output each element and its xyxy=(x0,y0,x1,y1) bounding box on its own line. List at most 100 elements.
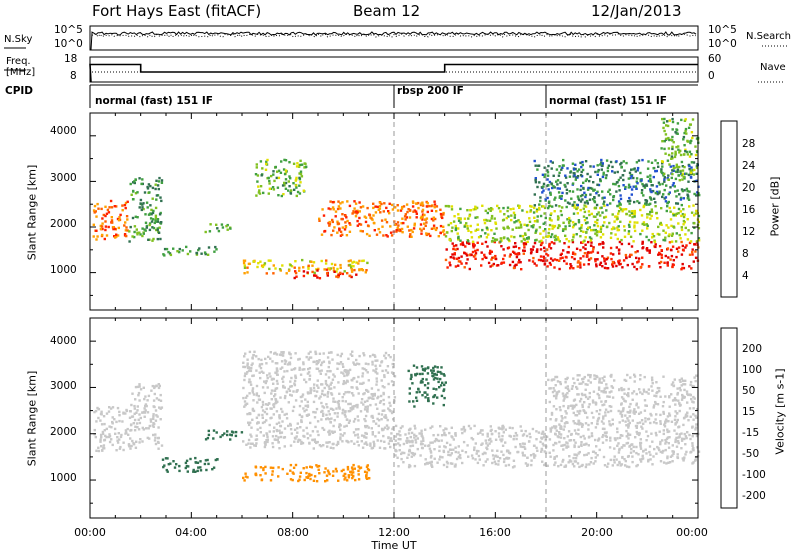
heatmap-cell xyxy=(394,424,398,428)
heatmap-cell xyxy=(577,393,580,396)
heatmap-cell xyxy=(581,405,584,409)
heatmap-cell xyxy=(597,386,601,389)
heatmap-cell xyxy=(151,384,154,388)
heatmap-cell xyxy=(152,417,155,420)
heatmap-cell xyxy=(199,466,202,469)
heatmap-cell xyxy=(116,406,120,410)
heatmap-cell xyxy=(433,200,436,203)
heatmap-cell xyxy=(438,445,441,448)
heatmap-cell xyxy=(364,405,367,409)
heatmap-cell xyxy=(603,464,607,467)
heatmap-cell xyxy=(450,208,454,211)
heatmap-cell xyxy=(433,440,437,443)
heatmap-cell xyxy=(281,420,284,423)
heatmap-cell xyxy=(588,213,591,217)
heatmap-cell xyxy=(683,432,686,436)
heatmap-cell xyxy=(439,455,442,458)
heatmap-cell xyxy=(405,439,408,443)
heatmap-cell xyxy=(667,446,671,449)
heatmap-cell xyxy=(660,223,663,226)
heatmap-cell xyxy=(317,468,320,471)
heatmap-cell xyxy=(642,450,645,453)
heatmap-cell xyxy=(651,440,654,443)
heatmap-cell xyxy=(564,176,568,179)
heatmap-cell xyxy=(653,394,656,397)
heatmap-cell xyxy=(327,351,331,354)
heatmap-cell xyxy=(303,435,306,438)
heatmap-cell xyxy=(154,216,158,220)
heatmap-cell xyxy=(281,366,284,369)
heatmap-cell xyxy=(294,184,298,187)
heatmap-cell xyxy=(234,430,238,434)
heatmap-cell xyxy=(647,460,650,463)
heatmap-cell xyxy=(292,466,296,469)
heatmap-cell xyxy=(377,208,380,211)
heatmap-cell xyxy=(659,260,663,264)
heatmap-cell xyxy=(502,218,506,221)
heatmap-cell xyxy=(368,477,371,480)
heatmap-cell xyxy=(674,213,677,216)
heatmap-cell xyxy=(502,431,505,434)
heatmap-cell xyxy=(420,215,423,218)
heatmap-cell xyxy=(357,436,360,439)
heatmap-cell xyxy=(534,181,538,184)
heatmap-cell xyxy=(645,390,648,394)
heatmap-cell xyxy=(664,439,667,442)
heatmap-cell xyxy=(587,240,590,244)
heatmap-cell xyxy=(593,206,597,209)
heatmap-cell xyxy=(372,206,375,210)
heatmap-cell xyxy=(414,210,418,213)
heatmap-cell xyxy=(271,186,275,189)
heatmap-cell xyxy=(401,205,404,209)
heatmap-cell xyxy=(133,235,136,239)
heatmap-cell xyxy=(359,206,363,209)
heatmap-cell xyxy=(284,187,288,190)
heatmap-cell xyxy=(356,362,359,365)
heatmap-cell xyxy=(466,224,469,228)
heatmap-cell xyxy=(583,204,586,207)
heatmap-cell xyxy=(564,393,567,396)
heatmap-cell xyxy=(604,431,608,435)
heatmap-cell xyxy=(636,421,639,425)
heatmap-cell xyxy=(675,195,678,198)
heatmap-cell xyxy=(607,164,611,167)
heatmap-cell xyxy=(683,416,686,420)
heatmap-cell xyxy=(153,405,156,409)
heatmap-cell xyxy=(601,175,605,179)
heatmap-cell xyxy=(698,193,701,197)
heatmap-cell xyxy=(417,206,420,210)
heatmap-cell xyxy=(302,362,305,366)
heatmap-cell xyxy=(283,158,286,162)
heatmap-cell xyxy=(348,222,351,225)
heatmap-cell xyxy=(564,225,567,228)
heatmap-cell xyxy=(671,444,674,447)
heatmap-cell xyxy=(281,467,284,471)
heatmap-cell xyxy=(349,470,352,474)
heatmap-cell xyxy=(408,208,412,212)
heatmap-cell xyxy=(365,477,369,480)
heatmap-cell xyxy=(593,374,596,377)
heatmap-cell xyxy=(436,433,440,437)
heatmap-cell xyxy=(671,184,675,187)
heatmap-cell xyxy=(487,233,490,236)
heatmap-cell xyxy=(374,359,377,362)
heatmap-cell xyxy=(563,437,566,440)
heatmap-cell xyxy=(152,237,155,241)
heatmap-cell xyxy=(427,397,430,400)
heatmap-cell xyxy=(110,216,113,219)
heatmap-cell xyxy=(655,169,658,173)
heatmap-cell xyxy=(269,351,272,354)
heatmap-cell xyxy=(665,124,668,127)
heatmap-cell xyxy=(683,177,686,180)
heatmap-cell xyxy=(447,223,450,227)
heatmap-cell xyxy=(138,421,142,425)
heatmap-cell xyxy=(380,219,384,222)
heatmap-cell xyxy=(580,382,583,385)
heatmap-cell xyxy=(631,262,634,266)
heatmap-cell xyxy=(433,448,436,451)
heatmap-cell xyxy=(250,442,253,445)
heatmap-cell xyxy=(635,402,638,405)
heatmap-cell xyxy=(160,179,164,182)
heatmap-cell xyxy=(488,442,491,445)
heatmap-cell xyxy=(423,384,427,387)
